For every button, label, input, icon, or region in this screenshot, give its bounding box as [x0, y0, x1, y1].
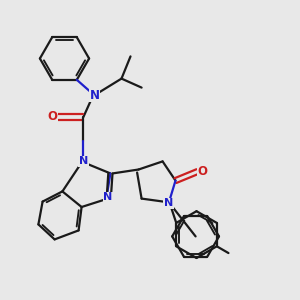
Text: N: N [103, 192, 112, 203]
Text: N: N [164, 198, 173, 208]
Text: N: N [79, 156, 88, 167]
Text: O: O [47, 110, 58, 124]
Text: O: O [198, 165, 208, 178]
Text: N: N [89, 89, 100, 102]
